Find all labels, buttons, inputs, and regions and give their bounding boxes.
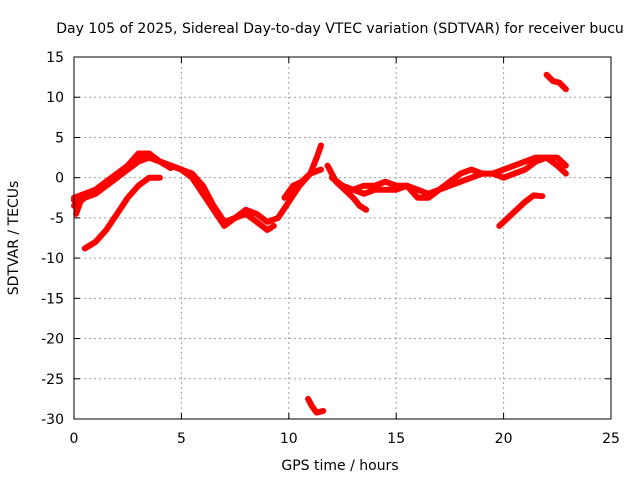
x-tick-label: 10 <box>280 431 298 447</box>
series-arc-11 <box>543 71 569 93</box>
grid <box>74 57 611 419</box>
x-tick-label: 0 <box>70 431 79 447</box>
y-tick-label: -30 <box>41 412 64 428</box>
x-tick-label: 15 <box>387 431 405 447</box>
ticks <box>73 56 612 420</box>
y-tick-label: -20 <box>41 332 64 348</box>
series-arc-9 <box>341 186 370 213</box>
series-arc-5 <box>73 189 97 217</box>
series-arc-8 <box>328 154 569 201</box>
y-tick-label: -25 <box>41 372 64 388</box>
plot-frame <box>73 56 612 420</box>
y-tick-label: 15 <box>46 50 64 66</box>
series-arc-12 <box>305 395 327 416</box>
x-tick-label: 20 <box>495 431 513 447</box>
series-arc-1 <box>71 154 324 225</box>
x-axis-title: GPS time / hours <box>281 458 398 474</box>
y-tick-label: -10 <box>41 251 64 267</box>
tick-labels: 0 5 10 15 20 25 -30 -25 -20 -15 -10 -5 0 5 10 15 <box>41 50 620 447</box>
chart-title: Day 105 of 2025, Sidereal Day-to-day VTE… <box>56 21 624 37</box>
y-tick-label: -5 <box>50 211 64 227</box>
y-tick-label: 5 <box>55 130 64 146</box>
y-tick-label: 10 <box>46 90 64 106</box>
y-tick-label: 0 <box>55 171 64 187</box>
x-tick-label: 25 <box>602 431 620 447</box>
series-arc-10 <box>496 192 546 229</box>
y-tick-label: -15 <box>41 291 64 307</box>
y-axis-title: SDTVAR / TECUs <box>6 181 22 296</box>
series-layer <box>71 71 569 416</box>
series-arc-2 <box>71 150 277 233</box>
x-tick-label: 5 <box>177 431 186 447</box>
series-arc-6 <box>281 142 324 201</box>
series-arc-4 <box>81 174 163 252</box>
